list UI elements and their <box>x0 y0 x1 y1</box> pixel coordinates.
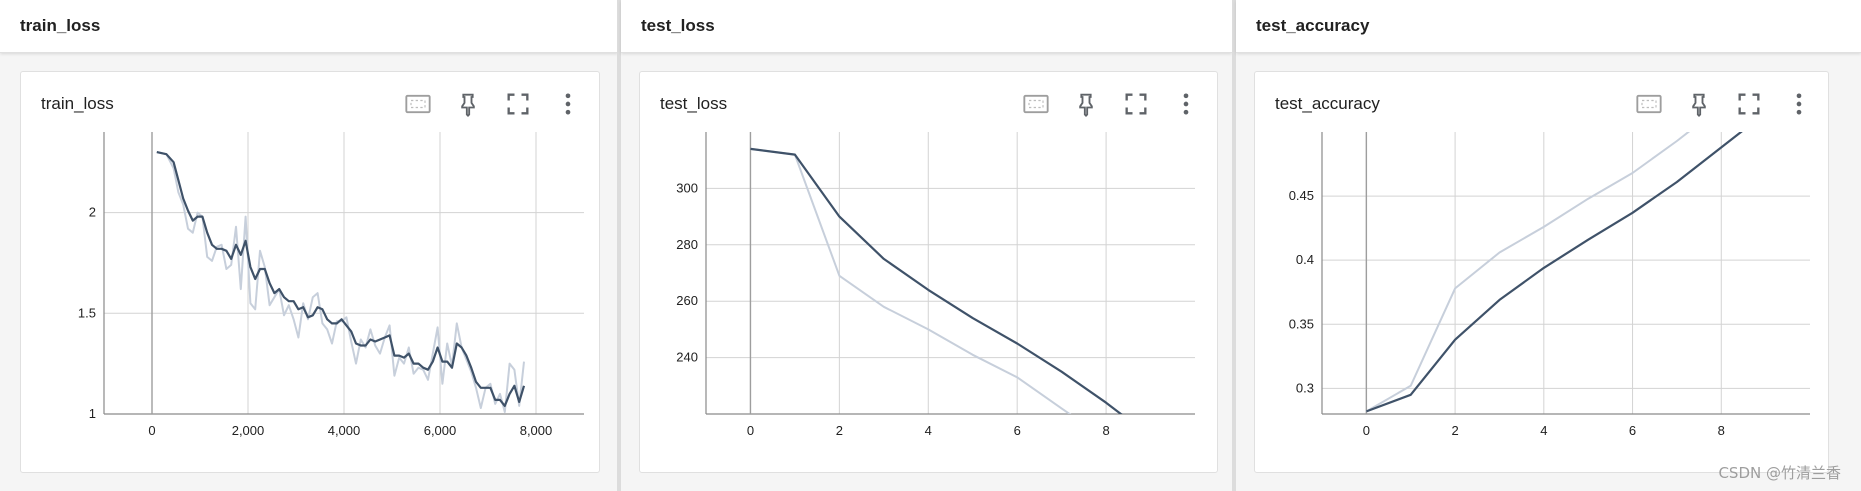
fit-domain-icon[interactable] <box>1635 90 1663 118</box>
test-loss-chart: 240 260 280 300 0 2 4 6 8 <box>676 132 1195 438</box>
x-tick-label: 2 <box>836 423 843 438</box>
panel-title: test_accuracy <box>1256 16 1370 35</box>
chart-card: test_loss 240 260 280 300 0 2 4 6 8 <box>639 71 1218 473</box>
panel-train-loss: train_loss train_loss 1.5 2 1 0 2,000 4,000 6,… <box>0 0 618 491</box>
chart-card-title: train_loss <box>41 94 114 113</box>
panel-test-accuracy: test_accuracy test_accuracy 0.3 0.35 0.4 0.… <box>1236 0 1861 491</box>
fit-domain-icon[interactable] <box>1022 90 1050 118</box>
smoothed-series-line <box>750 147 1123 414</box>
x-tick-label: 0 <box>1363 423 1370 438</box>
fullscreen-icon[interactable] <box>504 90 532 118</box>
fullscreen-icon[interactable] <box>1122 90 1150 118</box>
x-tick-label: 8 <box>1102 423 1109 438</box>
y-tick-label: 0.35 <box>1289 316 1314 331</box>
column-divider <box>617 0 621 491</box>
panel-title: train_loss <box>20 16 101 35</box>
x-tick-label: 4 <box>1540 423 1547 438</box>
more-vert-icon[interactable] <box>1172 90 1200 118</box>
chart-card-title: test_accuracy <box>1275 94 1380 113</box>
x-tick-label: 4,000 <box>328 423 361 438</box>
pin-icon[interactable] <box>1072 90 1100 118</box>
fullscreen-icon[interactable] <box>1735 90 1763 118</box>
pin-icon[interactable] <box>454 90 482 118</box>
panel-header: train_loss <box>0 0 618 53</box>
x-tick-label: 2,000 <box>232 423 265 438</box>
panel-title: test_loss <box>641 16 715 35</box>
panel-test-loss: test_loss test_loss 240 260 280 300 0 2 4 6 8 <box>621 0 1232 491</box>
smoothed-series-line <box>1366 132 1743 413</box>
panel-header: test_accuracy <box>1236 0 1861 53</box>
fit-domain-icon[interactable] <box>404 90 432 118</box>
x-tick-label: 8,000 <box>520 423 553 438</box>
raw-series-line <box>156 151 525 413</box>
x-tick-label: 6 <box>1014 423 1021 438</box>
y-tick-label: 1.5 <box>78 305 96 320</box>
x-tick-label: 6 <box>1629 423 1636 438</box>
test-accuracy-chart: 0.3 0.35 0.4 0.45 0 2 4 6 8 <box>1289 132 1810 438</box>
y-tick-label: 1 <box>89 406 96 421</box>
y-tick-label: 240 <box>676 350 698 365</box>
x-tick-label: 4 <box>925 423 932 438</box>
pin-icon[interactable] <box>1685 90 1713 118</box>
more-vert-icon[interactable] <box>554 90 582 118</box>
chart-card: test_accuracy 0.3 0.35 0.4 0.45 0 2 4 6 8 <box>1254 71 1829 473</box>
watermark: CSDN @竹清兰香 <box>1718 464 1841 482</box>
chart-card-title: test_loss <box>660 94 728 113</box>
column-divider <box>1232 0 1236 491</box>
y-tick-label: 2 <box>89 205 96 220</box>
smoothed-series-line <box>156 151 526 407</box>
x-tick-label: 0 <box>148 423 155 438</box>
train-loss-chart: 1.5 2 1 0 2,000 4,000 6,000 8,000 <box>78 132 584 438</box>
y-tick-label: 280 <box>676 237 698 252</box>
chart-card: train_loss 1.5 2 1 0 2,000 4,000 6,000 8,000 <box>20 71 600 473</box>
y-tick-label: 260 <box>676 293 698 308</box>
raw-series-line <box>1365 132 1691 413</box>
y-tick-label: 0.4 <box>1296 252 1314 267</box>
x-tick-label: 0 <box>747 423 754 438</box>
y-tick-label: 300 <box>676 180 698 195</box>
more-vert-icon[interactable] <box>1785 90 1813 118</box>
raw-series-line <box>750 147 1072 414</box>
y-tick-label: 0.45 <box>1289 188 1314 203</box>
x-tick-label: 2 <box>1451 423 1458 438</box>
x-tick-label: 8 <box>1718 423 1725 438</box>
y-tick-label: 0.3 <box>1296 380 1314 395</box>
panel-header: test_loss <box>621 0 1232 53</box>
x-tick-label: 6,000 <box>424 423 457 438</box>
